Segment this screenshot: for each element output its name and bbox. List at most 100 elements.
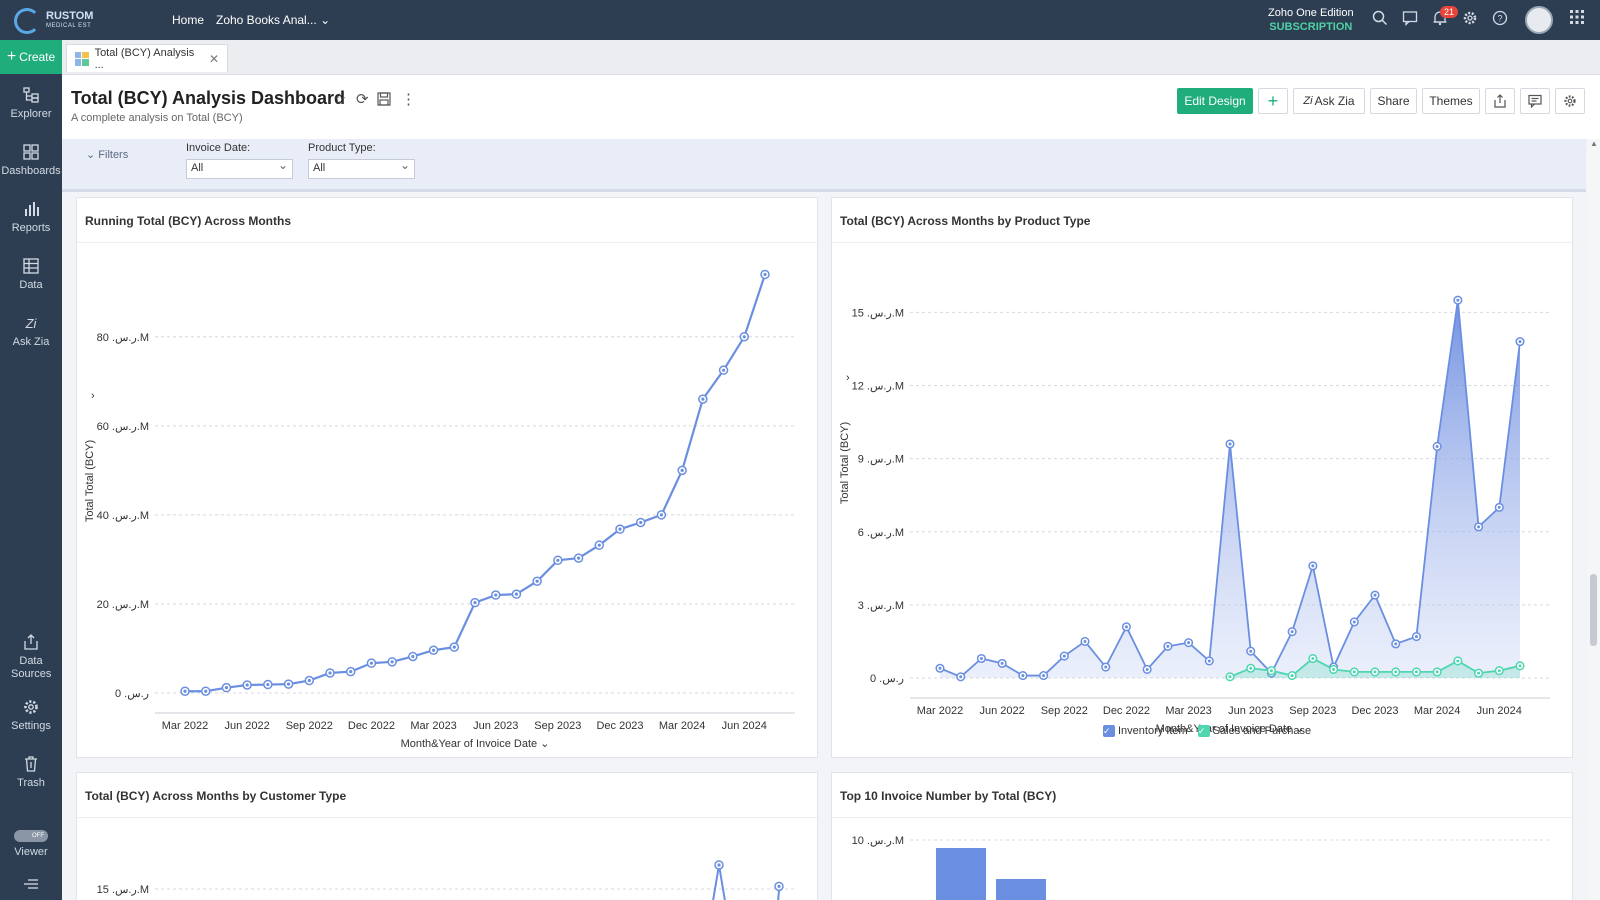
- data-point-center: [1124, 625, 1128, 629]
- nav-home-link[interactable]: Home: [172, 13, 205, 27]
- settings-icon[interactable]: [1555, 88, 1585, 114]
- data-point-center: [1249, 649, 1253, 653]
- data-point-center: [1414, 670, 1418, 674]
- y-tick-label: 0 .ر.س: [870, 673, 904, 685]
- star-icon[interactable]: ☆: [333, 91, 347, 108]
- data-point-center: [1414, 635, 1418, 639]
- y-tick-label: 40 .ر.س.M: [97, 510, 149, 522]
- product-type-select[interactable]: All: [308, 158, 415, 179]
- y-axis-title: Total Total (BCY): [84, 440, 96, 522]
- rail-item-viewer[interactable]: OFF Viewer: [0, 830, 62, 858]
- export-icon[interactable]: [1485, 88, 1515, 114]
- x-tick-label: Sep 2023: [534, 720, 581, 732]
- edition-label: Zoho One Edition: [1268, 7, 1354, 19]
- rail-label: Trash: [17, 777, 45, 789]
- notification-count-badge: 21: [1440, 6, 1459, 18]
- search-icon[interactable]: [1370, 10, 1390, 30]
- company-logo[interactable]: RUSTOM MEDICAL EST: [14, 8, 93, 34]
- bar: [936, 848, 986, 900]
- user-avatar[interactable]: [1525, 6, 1553, 34]
- zia-icon: Zi: [25, 316, 37, 331]
- data-point-center: [1518, 664, 1522, 668]
- y-tick-label: 9 .ر.س.M: [858, 454, 904, 466]
- subscription-link[interactable]: SUBSCRIPTION: [1269, 21, 1353, 33]
- themes-button[interactable]: Themes: [1422, 88, 1480, 114]
- customer-type-chart-card: Total (BCY) Across Months by Customer Ty…: [76, 772, 818, 900]
- add-widget-button[interactable]: +: [1258, 88, 1288, 114]
- checkbox-checked-icon: ✓: [1197, 725, 1210, 737]
- create-button[interactable]: + Create: [0, 40, 62, 74]
- data-point-center: [777, 884, 781, 888]
- filter-bar: ⌄ Filters Invoice Date: All Product Type…: [62, 139, 1586, 192]
- rail-item-data-sources[interactable]: Data Sources: [0, 633, 62, 681]
- rail-item-dashboards[interactable]: Dashboards: [0, 143, 62, 177]
- data-point-center: [721, 368, 726, 372]
- x-tick-label: Mar 2022: [162, 720, 208, 732]
- save-icon[interactable]: [377, 92, 391, 110]
- x-tick-label: Mar 2022: [917, 705, 963, 717]
- table-icon: [0, 257, 62, 277]
- data-point-center: [431, 648, 436, 652]
- chat-icon[interactable]: [1400, 10, 1420, 30]
- rail-item-settings[interactable]: Settings: [0, 698, 62, 732]
- running-total-line-chart: 0 .ر.س 20 .ر.س.M 40 .ر.س.M 60 .ر.س.M 80 .ر.س…: [84, 269, 795, 750]
- data-point-center: [369, 661, 374, 665]
- data-point-center: [680, 468, 684, 472]
- share-button[interactable]: Share: [1370, 88, 1417, 114]
- dashboard-tab-icon: [75, 51, 89, 66]
- tab-dashboard[interactable]: Total (BCY) Analysis ... ✕: [66, 44, 228, 72]
- data-point-center: [1352, 620, 1356, 624]
- filters-toggle[interactable]: ⌄ Filters: [86, 148, 128, 161]
- data-point-center: [576, 556, 581, 560]
- y-tick-label: 20 .ر.س.M: [97, 599, 149, 611]
- x-tick-label: Dec 2022: [348, 720, 395, 732]
- edit-design-button[interactable]: Edit Design: [1177, 88, 1253, 114]
- series-area-sales-and-purchase: [1230, 658, 1520, 678]
- explorer-icon: [0, 86, 62, 106]
- data-point-center: [1435, 670, 1439, 674]
- ask-zia-button[interactable]: Zi Ask Zia: [1293, 88, 1365, 114]
- plus-icon: +: [6, 48, 17, 65]
- edition-info[interactable]: Zoho One Edition SUBSCRIPTION: [1268, 6, 1354, 34]
- data-point-center: [1435, 444, 1439, 448]
- rail-item-reports[interactable]: Reports: [0, 200, 62, 234]
- scroll-up-arrow[interactable]: ▲: [1590, 139, 1598, 148]
- help-icon[interactable]: ?: [1490, 10, 1510, 30]
- refresh-icon[interactable]: ⟳: [356, 91, 369, 108]
- data-point-center: [286, 682, 291, 686]
- x-tick-label: Sep 2022: [1041, 705, 1088, 717]
- x-tick-label: Jun 2022: [980, 705, 1025, 717]
- workspace-dropdown[interactable]: Zoho Books Anal... ⌄: [216, 13, 330, 27]
- data-point-center: [1062, 654, 1066, 658]
- rail-item-explorer[interactable]: Explorer: [0, 86, 62, 120]
- data-point-center: [659, 513, 664, 517]
- gear-icon[interactable]: [1460, 10, 1480, 30]
- y-tick-label: 3 .ر.س.M: [858, 600, 904, 612]
- page-scrollbar[interactable]: ▲: [1587, 139, 1600, 900]
- data-point-center: [618, 527, 622, 531]
- page-title: Total (BCY) Analysis Dashboard: [71, 88, 346, 108]
- apps-grid-icon[interactable]: [1567, 10, 1587, 30]
- legend-item-inventory[interactable]: ✓ Inventory Item: [1103, 725, 1188, 737]
- data-point-center: [1456, 659, 1460, 663]
- close-icon[interactable]: ✕: [208, 51, 219, 66]
- x-tick-label: Jun 2024: [1477, 705, 1522, 717]
- rail-item-data[interactable]: Data: [0, 257, 62, 291]
- more-options-icon[interactable]: ⋮: [401, 91, 416, 108]
- card-divider: [832, 817, 1572, 818]
- rail-item-ask-zia[interactable]: Zi Ask Zia: [0, 314, 62, 348]
- data-point-center: [1000, 661, 1004, 665]
- comment-icon[interactable]: [1520, 88, 1550, 114]
- collapse-rail-icon[interactable]: [0, 878, 62, 893]
- data-point-center: [183, 689, 187, 693]
- data-point-center: [535, 579, 539, 583]
- legend-item-sales[interactable]: ✓ Sales and Purchase: [1197, 725, 1311, 737]
- x-tick-label: Jun 2022: [225, 720, 270, 732]
- viewer-toggle[interactable]: OFF: [14, 830, 48, 842]
- scroll-thumb[interactable]: [1590, 574, 1597, 646]
- x-tick-label: Jun 2024: [722, 720, 767, 732]
- rail-item-trash[interactable]: Trash: [0, 755, 62, 789]
- invoice-date-select[interactable]: All: [186, 158, 293, 179]
- x-tick-label: Jun 2023: [1228, 705, 1273, 717]
- data-point-center: [1311, 564, 1315, 568]
